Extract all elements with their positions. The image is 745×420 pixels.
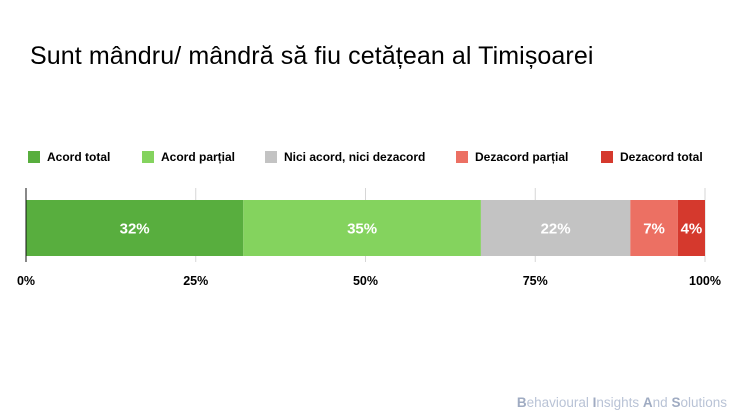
- legend-item-nici-acord: Nici acord, nici dezacord: [265, 150, 425, 164]
- x-tick-labels: 0% 25% 50% 75% 100%: [17, 274, 721, 288]
- x-tick-label: 75%: [523, 274, 548, 288]
- bar-value-labels: 32% 35% 22% 7% 4%: [120, 221, 703, 238]
- legend-swatch-acord-total: [28, 151, 40, 163]
- data-label-3: 22%: [541, 221, 571, 238]
- footer-word-2: Insights: [592, 395, 643, 410]
- data-label-4: 7%: [643, 221, 665, 238]
- legend-item-acord-total: Acord total: [28, 150, 110, 164]
- legend-swatch-dezacord-total: [601, 151, 613, 163]
- legend-label-nici-acord: Nici acord, nici dezacord: [284, 150, 426, 164]
- bar-segment-1: [26, 200, 244, 256]
- legend-label-dezacord-partial: Dezacord parțial: [475, 150, 569, 164]
- legend-item-acord-partial: Acord parțial: [142, 150, 235, 164]
- bar-segments: [26, 200, 705, 256]
- footer-word-3: And: [642, 395, 672, 410]
- bar-segment-4: [630, 200, 678, 256]
- bar-segment-3: [480, 200, 631, 256]
- legend-item-dezacord-partial: Dezacord parțial: [456, 150, 568, 164]
- footer-word-4: Solutions: [671, 395, 727, 410]
- legend-swatch-acord-partial: [142, 151, 154, 163]
- stacked-bar-chart: 32% 35% 22% 7% 4% 0% 25% 50% 75% 100%: [17, 188, 721, 288]
- x-tick-label: 100%: [689, 274, 721, 288]
- x-tick-label: 0%: [17, 274, 35, 288]
- legend-swatch-nici-acord: [265, 151, 277, 163]
- legend-item-dezacord-total: Dezacord total: [601, 150, 703, 164]
- x-tick-label: 25%: [183, 274, 208, 288]
- legend-label-dezacord-total: Dezacord total: [620, 150, 703, 164]
- legend-label-acord-total: Acord total: [47, 150, 111, 164]
- data-label-5: 4%: [681, 221, 703, 238]
- bar-segment-5: [677, 200, 705, 256]
- footer-word-1: Behavioural: [516, 395, 593, 410]
- x-tick-label: 50%: [353, 274, 378, 288]
- data-label-1: 32%: [120, 221, 150, 238]
- brand-footer: Behavioural Insights And Solutions: [517, 395, 727, 410]
- legend-label-acord-partial: Acord parțial: [161, 150, 236, 164]
- data-label-2: 35%: [347, 221, 377, 238]
- chart-title: Sunt mândru/ mândră să fiu cetățean al T…: [30, 42, 594, 70]
- chart-legend: Acord total Acord parțial Nici acord, ni…: [0, 150, 745, 170]
- legend-swatch-dezacord-partial: [456, 151, 468, 163]
- bar-segment-2: [243, 200, 481, 256]
